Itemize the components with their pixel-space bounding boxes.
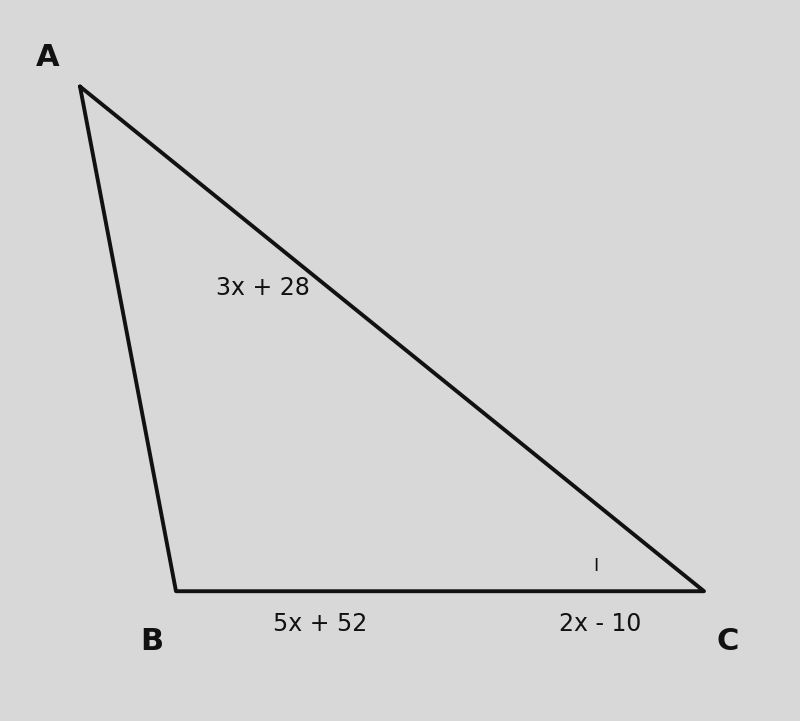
Text: C: C — [717, 627, 739, 656]
Text: I: I — [594, 557, 598, 575]
Text: 3x + 28: 3x + 28 — [216, 276, 310, 301]
Text: A: A — [36, 43, 60, 72]
Text: 2x - 10: 2x - 10 — [559, 611, 641, 636]
Text: 5x + 52: 5x + 52 — [273, 611, 367, 636]
Text: B: B — [141, 627, 163, 656]
